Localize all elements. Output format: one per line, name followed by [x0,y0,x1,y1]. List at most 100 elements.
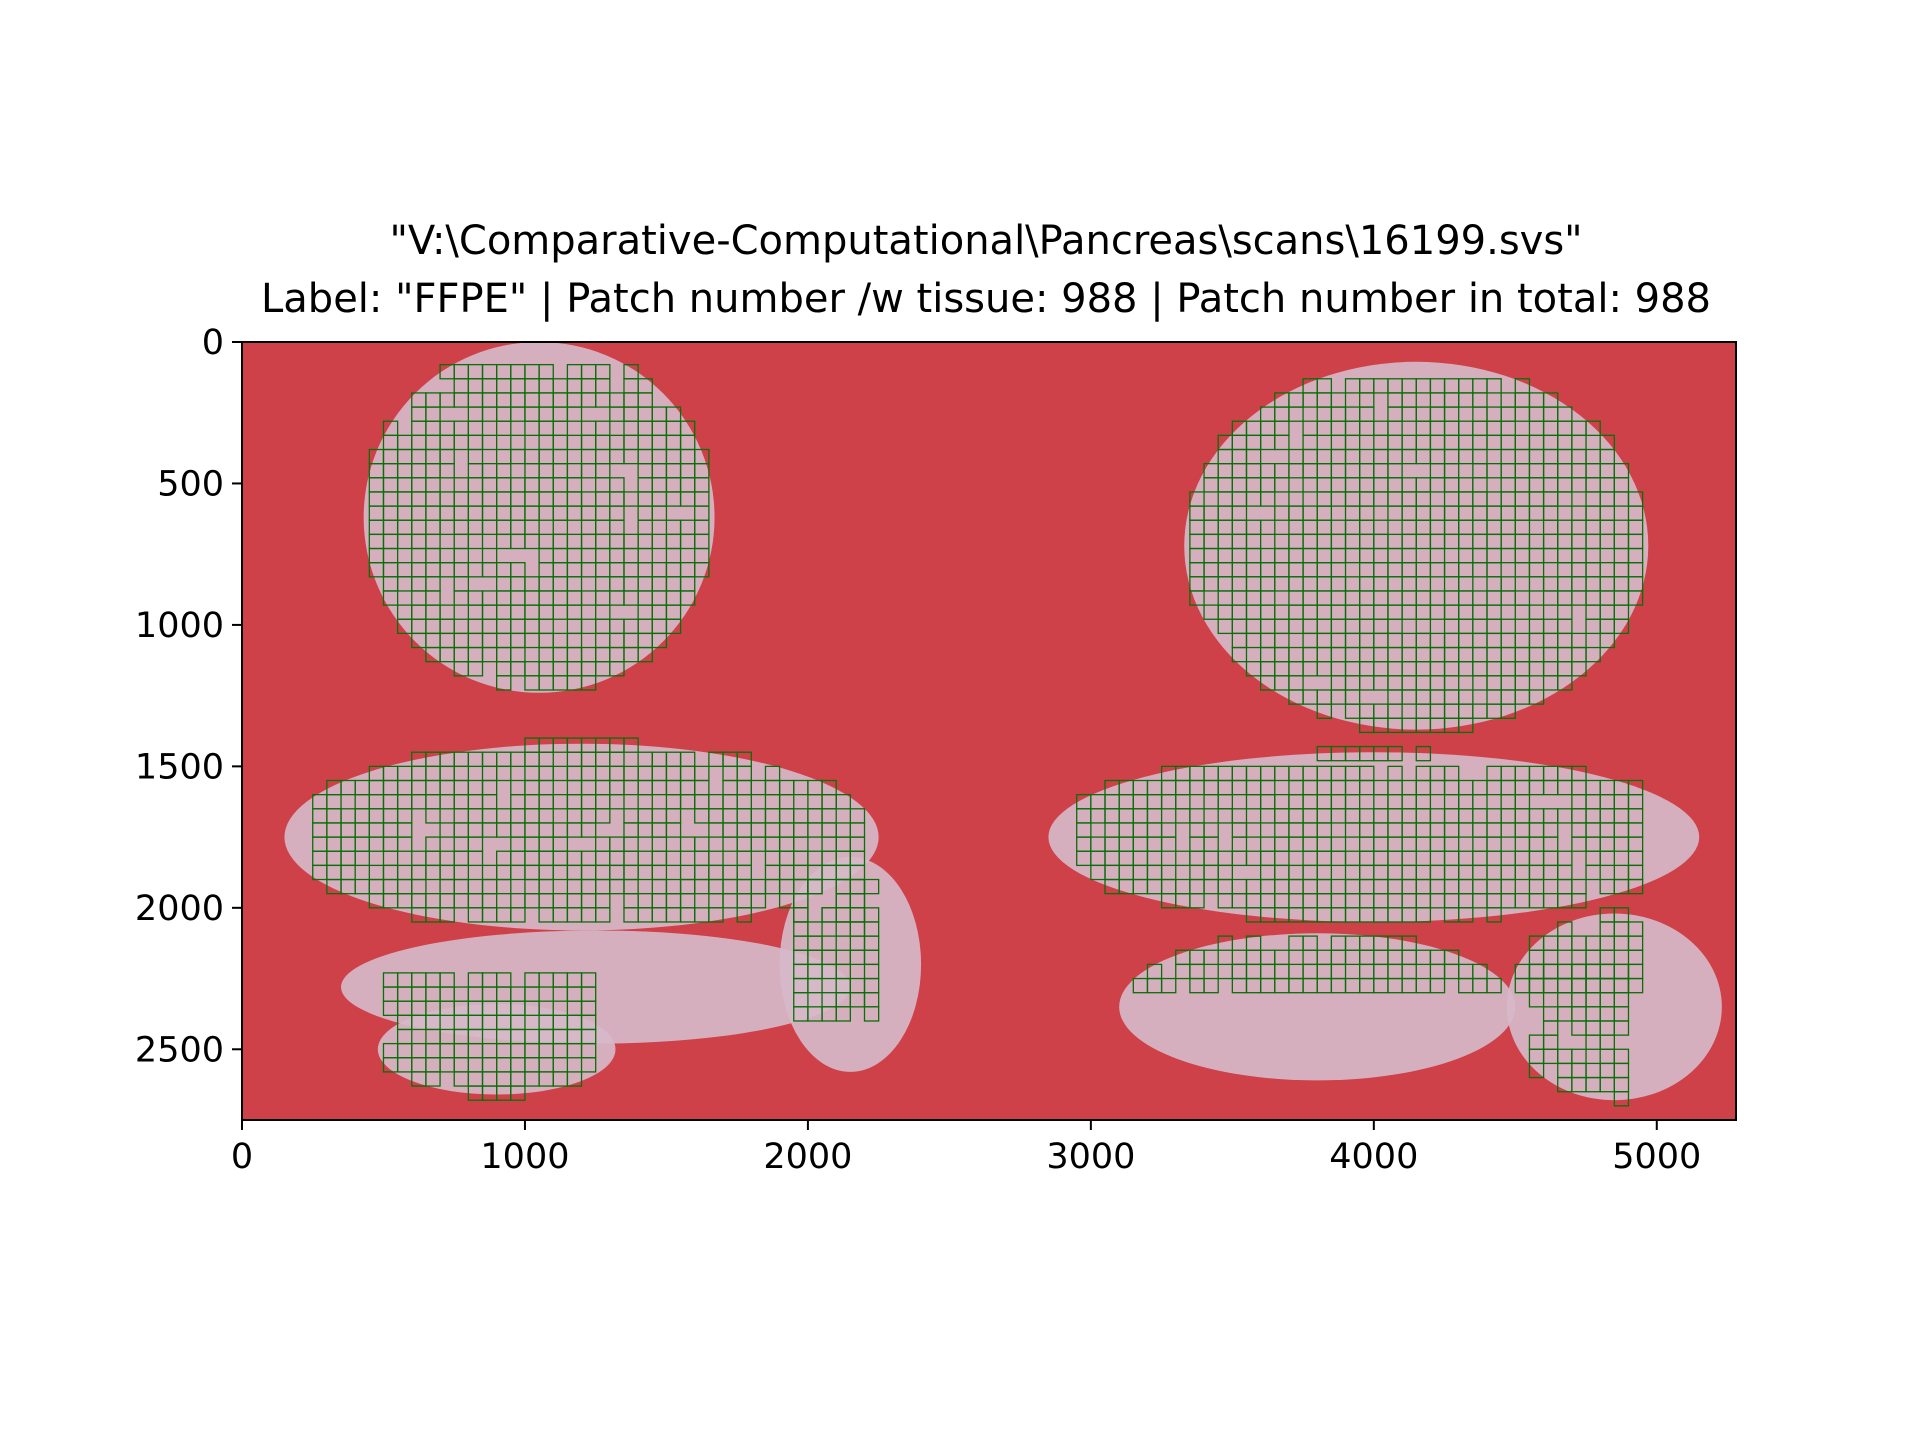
tissue-patch [1486,378,1502,394]
tissue-patch [354,850,370,867]
tissue-patch [439,463,455,479]
y-axis: 0 500 1000 1500 2000 2500 [135,323,242,1070]
x-tick-label: 2000 [763,1137,852,1177]
tissue-patch [609,794,625,810]
tissue-patch [1245,822,1262,838]
tissue-patch [651,505,668,521]
tissue-patch [623,737,639,753]
tissue-patch [1486,907,1502,923]
tissue-patch [1613,618,1630,635]
tissue-patch [1627,590,1644,606]
tissue-patch [1627,878,1644,895]
tissue-patch [425,1071,441,1087]
tissue-patch [1387,745,1403,762]
y-tick-label: 2000 [135,889,224,929]
tissue-patch [496,675,512,691]
patch-grid [312,363,1644,1107]
tissue-patch [1599,632,1615,649]
tissue-patch [1288,406,1304,422]
y-tick-label: 1000 [135,606,224,646]
tissue-patch [665,618,682,635]
tissue-patch [1528,1062,1545,1079]
tissue-patch [467,533,484,550]
tissue-patch [1458,907,1474,923]
tissue-patch [835,1006,852,1022]
tissue-patch [750,893,767,909]
tissue-patch [396,836,413,852]
tissue-patch [1231,646,1248,663]
tissue-patch [1458,717,1474,734]
tissue-patch [807,878,823,895]
tissue-patch [863,878,880,895]
y-tick-label: 0 [202,323,224,363]
tissue-patch [595,907,611,923]
tissue-patch [1557,491,1573,507]
plot-area [242,342,1736,1120]
chart-title-line-2: Label: "FFPE" | Patch number /w tissue: … [261,276,1711,322]
tissue-patch [496,878,512,895]
tissue-patch [665,822,682,838]
tissue-patch [580,675,597,691]
tissue-patch [1259,519,1276,536]
tissue-patch [439,907,455,923]
tissue-patch [651,632,668,649]
tissue-patch [736,907,752,923]
tissue-patch [1557,675,1573,691]
tissue-patch [595,808,611,824]
tissue-patch [1203,949,1219,966]
tissue-patch [1217,935,1233,951]
x-tick-label: 4000 [1329,1137,1418,1177]
tissue-patch [382,590,399,606]
x-axis: 0 1000 2000 3000 4000 5000 [231,1120,1701,1177]
tissue-patch [1585,646,1601,663]
tissue-patch [580,1057,597,1073]
y-tick-label: 2500 [135,1030,224,1070]
tissue-patch [425,808,441,824]
tissue-patch [1259,491,1276,507]
tissue-patch [1599,850,1615,867]
tissue-patch [1203,977,1219,994]
tissue-patch [1189,590,1205,606]
tissue-patch [609,661,625,677]
tissue-patch [1613,1091,1630,1107]
tissue-patch [1160,977,1177,994]
tissue-patch [1189,893,1205,909]
tissue-patch [694,562,710,578]
x-tick-label: 0 [231,1137,253,1177]
tissue-patch [1528,992,1545,1008]
tissue-patch [835,794,852,810]
tissue-patch [566,406,583,422]
y-tick-label: 500 [157,464,224,504]
tissue-patch [807,977,823,994]
tissue-patch [1613,1020,1630,1036]
tissue-patch [1585,420,1601,437]
chart-title-line-1: "V:\Comparative-Computational\Pancreas\s… [389,218,1582,264]
x-tick-label: 3000 [1046,1137,1135,1177]
tissue-patch [1429,977,1446,994]
tissue-patch [665,850,682,867]
tissue-patch [1486,977,1502,994]
tissue-patch [1585,864,1601,881]
tissue-patch [679,590,696,606]
tissue-patch [467,661,484,677]
tissue-patch [1500,703,1516,719]
x-tick-label: 5000 [1612,1137,1701,1177]
tissue-patch [1528,689,1545,705]
tissue-patch [496,420,512,437]
tissue-patch [1274,477,1290,493]
tissue-patch [1316,703,1333,719]
tissue-patch [637,646,653,663]
tissue-patch [863,1006,880,1022]
axes-frame [241,341,1737,1121]
tissue-patch [1160,836,1177,852]
y-tick-label: 1500 [135,747,224,787]
tissue-patch [481,434,498,451]
tissue-patch [708,907,724,923]
tissue-patch [1571,661,1587,677]
tissue-patch [496,765,512,782]
tissue-patch [566,1071,583,1087]
tissue-patch [1274,434,1290,451]
tissue-patch [510,907,526,923]
